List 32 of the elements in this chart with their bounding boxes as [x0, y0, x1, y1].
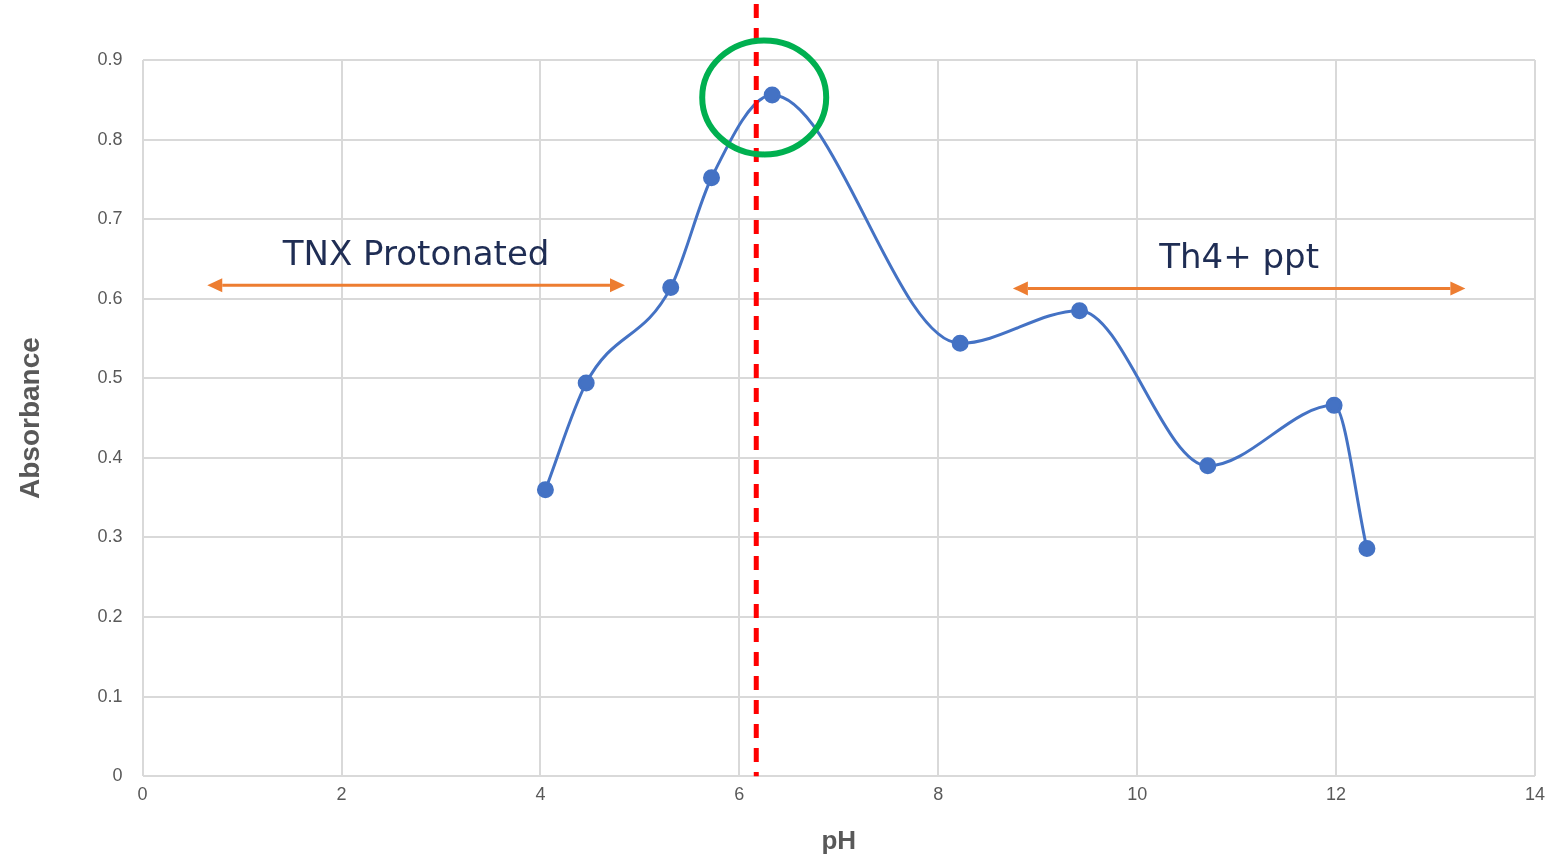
point: [577, 374, 595, 392]
x-tick-label: 0: [137, 783, 148, 804]
y-tick-label: 0.3: [97, 526, 123, 547]
x-tick-label: 4: [535, 783, 546, 804]
y-tick-label: 0.5: [97, 367, 123, 388]
x-tick-label: 2: [336, 783, 347, 804]
x-tick-label: 12: [1326, 783, 1347, 804]
point: [662, 279, 680, 297]
point: [536, 481, 554, 499]
x-tick-label: 14: [1524, 783, 1545, 804]
y-tick-label: 0.8: [97, 128, 123, 149]
y-tick-label: 0.9: [97, 48, 123, 69]
x-tick-label: 8: [933, 783, 944, 804]
annotation: Th4+ ppt: [1159, 236, 1319, 277]
y-tick-label: 0.2: [97, 606, 123, 627]
x-axis-title: pH: [821, 824, 857, 855]
x-tick-label: 10: [1127, 783, 1148, 804]
y-tick-label: 0.7: [97, 208, 123, 229]
point: [951, 334, 969, 352]
annotation: TNX Protonated: [282, 233, 550, 274]
y-tick-label: 0.4: [97, 446, 123, 467]
y-tick-label: 0: [112, 765, 123, 786]
point: [763, 86, 781, 104]
point: [1358, 540, 1376, 558]
y-axis-title: Absorbance: [13, 337, 45, 500]
y-tick-label: 0.6: [97, 287, 123, 308]
point: [1070, 302, 1088, 320]
point: [1199, 457, 1217, 475]
point: [1325, 396, 1343, 414]
point: [703, 169, 720, 187]
y-tick-label: 0.1: [97, 685, 123, 706]
x-tick-label: 6: [734, 783, 745, 804]
